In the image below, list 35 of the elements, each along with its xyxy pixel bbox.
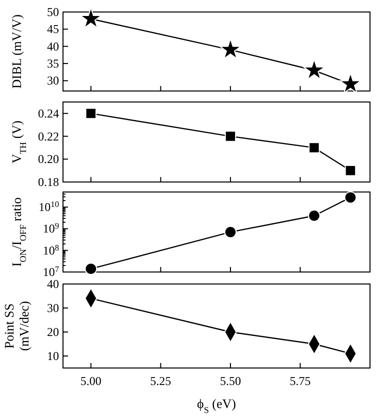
point [224,130,236,142]
point [308,142,320,154]
point [344,191,357,204]
x-tick-label: 5.25 [150,374,172,388]
y-tick-label: 40 [47,39,59,54]
x-tick-label: 5.50 [220,374,241,388]
y-tick-label: 30 [47,301,59,315]
y-tick-label: 0.22 [38,129,59,144]
y-tick-label: 30 [47,74,59,88]
point [308,210,320,222]
y-tick-label: 0.18 [38,175,59,189]
y-tick-label: 35 [47,56,59,71]
y-axis-title: Point SS (mV/dec) [2,301,32,351]
point [80,8,101,28]
point [304,60,324,80]
y-tick-label: 45 [47,22,59,36]
y-tick-label: 50 [47,5,59,19]
y-tick-label: 0.20 [38,152,59,166]
point [84,262,98,276]
y-tick-label: 10$^{7}$ [42,264,59,279]
y-tick-label: 10$^{9}$ [42,221,59,236]
x-axis-title: ϕ$_{S}$ (eV) [197,396,236,415]
y-axis-title: DIBL (mV/V) [9,14,24,89]
x-tick-label: 5.75 [290,374,311,388]
y-tick-label: 20 [47,325,59,339]
point [344,164,356,176]
point [85,108,97,120]
y-tick-label: 10$^{10}$ [38,200,59,214]
x-tick-label: 5.00 [80,374,102,388]
point [220,39,240,58]
y-tick-label: 10 [47,349,59,363]
y-tick-label: 40 [47,277,59,291]
y-tick-label: 10$^{8}$ [42,242,59,258]
y-tick-label: 0.24 [38,106,59,120]
point [224,226,237,238]
